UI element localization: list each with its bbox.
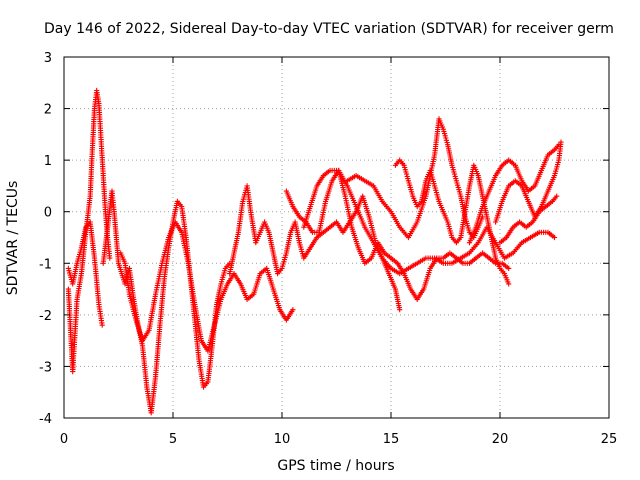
data-series-3	[100, 188, 233, 416]
x-tick-label: 0	[60, 432, 68, 447]
plus-marker	[506, 281, 512, 287]
plot-frame	[63, 56, 610, 419]
plus-marker	[433, 187, 439, 193]
y-tick-label: 0	[44, 206, 52, 221]
plus-marker	[65, 265, 71, 271]
y-tick-label: 2	[44, 103, 52, 118]
plus-marker	[558, 139, 564, 145]
plus-marker	[554, 193, 560, 199]
plus-marker	[99, 322, 105, 328]
y-tick-label: 1	[44, 154, 52, 169]
plus-marker	[76, 254, 82, 260]
data-series-6	[283, 167, 512, 302]
x-axis-title: GPS time / hours	[277, 458, 394, 474]
grid-layer	[64, 57, 609, 418]
x-tick-label: 25	[601, 432, 618, 447]
plus-marker	[551, 234, 558, 241]
x-tick-label: 15	[383, 432, 400, 447]
data-series-8	[344, 116, 486, 241]
plus-marker	[451, 171, 458, 177]
plus-marker	[404, 171, 410, 177]
plus-marker	[555, 159, 561, 165]
x-tick-label: 10	[274, 432, 291, 447]
plus-marker	[222, 268, 228, 274]
y-tick-label: -3	[39, 360, 52, 375]
y-tick-label: -4	[39, 412, 52, 427]
series-layer	[65, 87, 564, 416]
plus-marker	[290, 307, 296, 313]
chart-title: Day 146 of 2022, Sidereal Day-to-day VTE…	[44, 21, 614, 37]
data-series-4	[118, 219, 296, 354]
x-tick-label: 20	[492, 432, 509, 447]
y-tick-label: -1	[39, 257, 52, 272]
data-series-2	[65, 219, 105, 328]
data-series-9	[392, 157, 512, 287]
data-series-7	[301, 167, 558, 277]
plus-marker	[446, 223, 452, 229]
x-tick-label: 5	[169, 432, 177, 447]
series-line	[102, 191, 231, 413]
data-series-12	[497, 193, 560, 246]
y-axis-title: SDTVAR / TECUs	[5, 181, 21, 296]
plus-marker	[397, 307, 403, 313]
series-line	[347, 116, 484, 239]
y-tick-label: 3	[44, 51, 52, 66]
plus-marker	[107, 255, 113, 261]
data-series-5	[227, 183, 403, 313]
plus-marker	[443, 135, 449, 141]
plus-marker	[506, 265, 512, 271]
data-series-10	[466, 142, 562, 246]
y-tick-label: -2	[39, 309, 52, 324]
tick-layer: 0 5 10 15 20 25 -4 -3 -2 -1 0 1 2 3	[39, 51, 617, 447]
data-series-1	[65, 87, 113, 375]
